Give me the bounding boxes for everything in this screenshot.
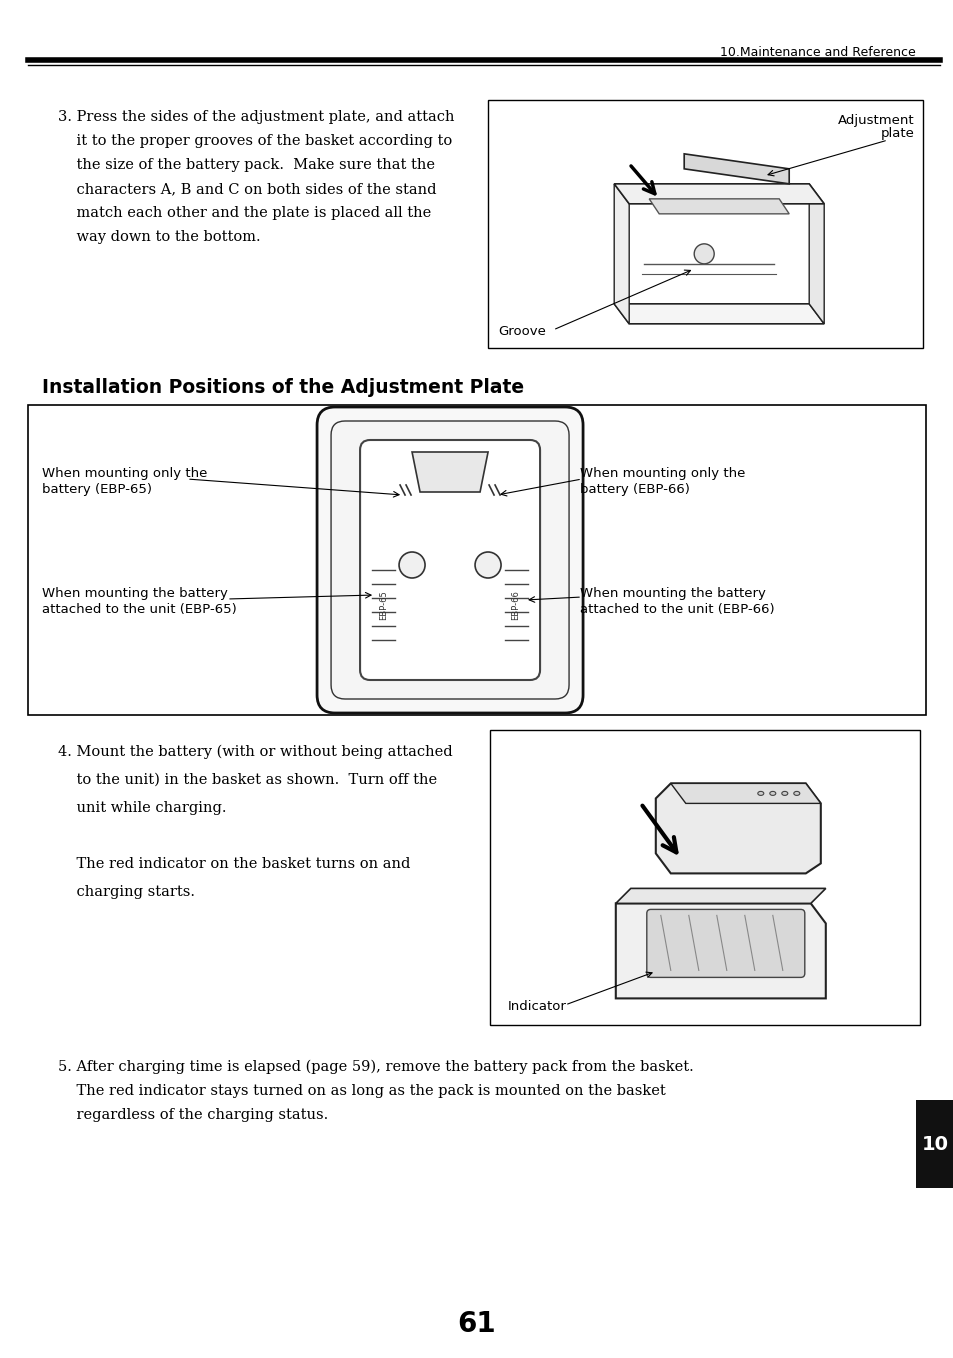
Text: 4. Mount the battery (with or without being attached: 4. Mount the battery (with or without be… xyxy=(58,746,452,759)
Text: When mounting the battery: When mounting the battery xyxy=(579,587,765,600)
Text: When mounting the battery: When mounting the battery xyxy=(42,587,228,600)
Text: the size of the battery pack.  Make sure that the: the size of the battery pack. Make sure … xyxy=(58,158,435,172)
Ellipse shape xyxy=(781,792,787,796)
Text: attached to the unit (EBP-66): attached to the unit (EBP-66) xyxy=(579,603,774,617)
Polygon shape xyxy=(683,153,788,183)
Bar xyxy=(915,1100,953,1188)
Text: battery (EBP-65): battery (EBP-65) xyxy=(42,483,152,496)
Text: The red indicator stays turned on as long as the pack is mounted on the basket: The red indicator stays turned on as lon… xyxy=(58,1084,665,1099)
Text: unit while charging.: unit while charging. xyxy=(58,801,226,815)
Circle shape xyxy=(398,551,425,579)
FancyBboxPatch shape xyxy=(646,910,804,978)
Text: charging starts.: charging starts. xyxy=(58,885,194,899)
Text: Installation Positions of the Adjustment Plate: Installation Positions of the Adjustment… xyxy=(42,378,523,397)
Text: 3. Press the sides of the adjustment plate, and attach: 3. Press the sides of the adjustment pla… xyxy=(58,110,454,124)
Text: EBP-65: EBP-65 xyxy=(379,591,388,619)
Circle shape xyxy=(694,244,714,263)
Bar xyxy=(490,731,919,1025)
Polygon shape xyxy=(614,183,629,323)
Text: EBP-66: EBP-66 xyxy=(511,591,520,621)
Polygon shape xyxy=(614,183,823,204)
Text: it to the proper grooves of the basket according to: it to the proper grooves of the basket a… xyxy=(58,134,452,148)
Text: 61: 61 xyxy=(457,1310,496,1338)
Ellipse shape xyxy=(769,792,775,796)
Text: Indicator: Indicator xyxy=(507,999,566,1013)
Polygon shape xyxy=(655,784,820,873)
Polygon shape xyxy=(614,304,823,323)
Text: battery (EBP-66): battery (EBP-66) xyxy=(579,483,689,496)
Text: When mounting only the: When mounting only the xyxy=(579,467,744,479)
FancyBboxPatch shape xyxy=(331,421,568,699)
Text: regardless of the charging status.: regardless of the charging status. xyxy=(58,1108,328,1122)
Text: Adjustment: Adjustment xyxy=(838,114,914,128)
Polygon shape xyxy=(649,198,788,213)
FancyBboxPatch shape xyxy=(316,407,582,713)
Text: 10.Maintenance and Reference: 10.Maintenance and Reference xyxy=(720,46,915,58)
Text: to the unit) in the basket as shown.  Turn off the: to the unit) in the basket as shown. Tur… xyxy=(58,773,436,788)
Text: plate: plate xyxy=(881,128,914,140)
FancyBboxPatch shape xyxy=(359,440,539,680)
Circle shape xyxy=(475,551,500,579)
Ellipse shape xyxy=(793,792,799,796)
Text: When mounting only the: When mounting only the xyxy=(42,467,207,479)
Polygon shape xyxy=(670,784,820,804)
Text: match each other and the plate is placed all the: match each other and the plate is placed… xyxy=(58,206,431,220)
Ellipse shape xyxy=(757,792,763,796)
Bar xyxy=(28,405,925,716)
Text: 5. After charging time is elapsed (page 59), remove the battery pack from the ba: 5. After charging time is elapsed (page … xyxy=(58,1061,693,1074)
Bar xyxy=(488,100,923,348)
Polygon shape xyxy=(615,903,825,998)
Polygon shape xyxy=(615,888,825,903)
Text: way down to the bottom.: way down to the bottom. xyxy=(58,230,260,244)
Polygon shape xyxy=(808,183,823,323)
Text: Groove: Groove xyxy=(497,325,545,338)
Text: 10: 10 xyxy=(921,1134,947,1153)
Polygon shape xyxy=(412,452,488,492)
Text: characters A, B and C on both sides of the stand: characters A, B and C on both sides of t… xyxy=(58,182,436,196)
Text: attached to the unit (EBP-65): attached to the unit (EBP-65) xyxy=(42,603,236,617)
Text: The red indicator on the basket turns on and: The red indicator on the basket turns on… xyxy=(58,857,410,870)
